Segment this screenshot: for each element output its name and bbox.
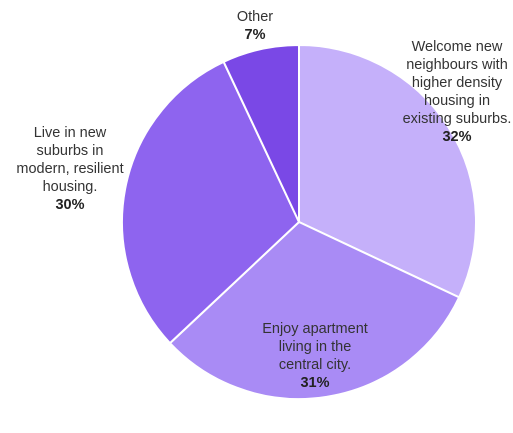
pie-slice bbox=[121, 60, 301, 345]
value-label: 31% bbox=[300, 375, 330, 391]
category: Enjoy apartment living in the central ci… bbox=[262, 321, 368, 373]
pie-slice bbox=[222, 43, 300, 223]
slice-label: Enjoy apartment living in the central ci… bbox=[255, 320, 375, 392]
category: Live in new suburbs in modern, resilient… bbox=[16, 125, 124, 195]
slice-label: Live in new suburbs in modern, resilient… bbox=[14, 124, 126, 214]
value-label: 30% bbox=[55, 197, 85, 213]
category: Other bbox=[236, 9, 274, 25]
value-label: 32% bbox=[442, 129, 472, 145]
slice-label: Other 7% bbox=[215, 8, 295, 44]
value-label: 7% bbox=[244, 27, 266, 43]
pie-slice bbox=[298, 43, 477, 299]
category: Welcome new neighbours with higher densi… bbox=[402, 39, 512, 127]
slice-label: Welcome new neighbours with higher densi… bbox=[398, 38, 513, 146]
pie-slice bbox=[168, 220, 461, 400]
